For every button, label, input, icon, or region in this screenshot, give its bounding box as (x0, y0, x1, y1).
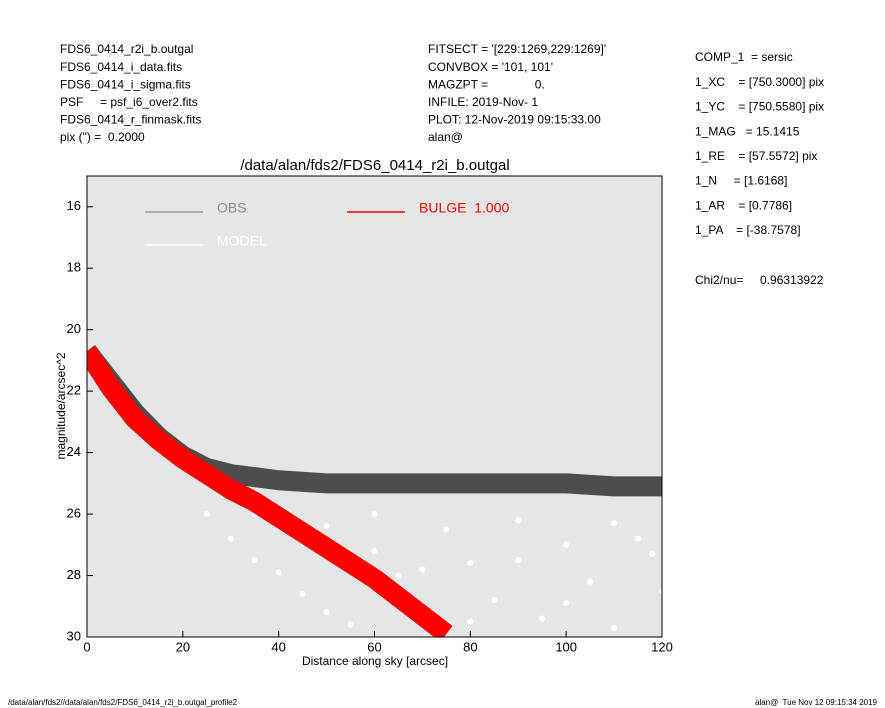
data-point (347, 621, 354, 628)
data-point (299, 590, 306, 597)
x-tick-label: 0 (83, 639, 90, 654)
y-axis-label: magnitude/arcsec^2 (54, 352, 68, 459)
header-right-line: 1_MAG = 15.1415 (695, 124, 800, 138)
data-point (515, 517, 522, 524)
header-right-line: 1_YC = [750.5580] pix (695, 100, 824, 114)
header-center-line: MAGZPT = 0. (428, 77, 545, 91)
legend-label: BULGE 1.000 (419, 200, 509, 216)
y-tick-label: 28 (67, 567, 81, 582)
footer-left: /data/alan/fds2//data/alan/fds2/FDS6_041… (8, 698, 238, 707)
header-left-line: FDS6_0414_i_data.fits (60, 60, 182, 74)
header-right-line: 1_XC = [750.3000] pix (695, 75, 824, 89)
header-center-line: CONVBOX = '101, 101' (428, 60, 553, 74)
legend-label: MODEL (217, 233, 267, 249)
x-tick-label: 100 (555, 639, 577, 654)
data-point (635, 535, 642, 542)
data-point (563, 600, 570, 607)
y-tick-label: 22 (67, 383, 81, 398)
legend-label: OBS (217, 200, 247, 216)
data-point (443, 526, 450, 533)
data-point (611, 520, 618, 527)
data-point (371, 547, 378, 554)
header-center-line: PLOT: 12-Nov-2019 09:15:33.00 (428, 113, 601, 127)
header-right-line: 1_PA = [-38.7578] (695, 223, 801, 237)
data-point (467, 560, 474, 567)
footer-right: alan@ Tue Nov 12 09:15:34 2019 (755, 698, 878, 707)
x-tick-label: 80 (463, 639, 477, 654)
data-point (659, 587, 662, 594)
header-left-line: PSF = psf_i6_over2.fits (60, 95, 198, 109)
y-tick-label: 30 (67, 628, 81, 643)
header-right-line: 1_AR = [0.7786] (695, 198, 792, 212)
data-point (203, 511, 210, 518)
data-point (251, 557, 258, 564)
x-tick-label: 40 (271, 639, 285, 654)
data-point (611, 624, 618, 631)
data-point (371, 511, 378, 518)
header-center-line: INFILE: 2019-Nov- 1 (428, 95, 538, 109)
data-point (395, 572, 402, 579)
y-tick-label: 20 (67, 321, 81, 336)
x-tick-label: 60 (367, 639, 381, 654)
data-point (539, 615, 546, 622)
data-point (649, 551, 656, 558)
chi2: Chi2/nu= 0.96313922 (695, 273, 824, 287)
data-point (227, 535, 234, 542)
plot-background (87, 176, 662, 637)
data-point (563, 541, 570, 548)
data-point (515, 557, 522, 564)
header-left-line: pix (") = 0.2000 (60, 130, 145, 144)
data-point (419, 566, 426, 573)
data-point (323, 609, 330, 616)
data-point (323, 523, 330, 530)
data-point (275, 569, 282, 576)
x-tick-label: 20 (176, 639, 190, 654)
series-band (87, 345, 453, 637)
header-center-line: alan@ (428, 130, 463, 144)
y-tick-label: 16 (67, 198, 81, 213)
data-point (587, 578, 594, 585)
header-left-line: FDS6_0414_i_sigma.fits (60, 77, 191, 91)
header-right-line: 1_N = [1.6168] (695, 174, 787, 188)
chart-title: /data/alan/fds2/FDS6_0414_r2i_b.outgal (240, 157, 509, 174)
header-left-line: FDS6_0414_r2i_b.outgal (60, 42, 193, 56)
y-tick-label: 18 (67, 260, 81, 275)
data-point (467, 618, 474, 625)
header-center-line: FITSECT = '[229:1269,229:1269]' (428, 42, 606, 56)
x-axis-label: Distance along sky [arcsec] (302, 654, 448, 668)
header-right-line: COMP_1 = sersic (695, 50, 793, 64)
y-tick-label: 24 (67, 444, 81, 459)
header-left-line: FDS6_0414_r_finmask.fits (60, 113, 201, 127)
y-tick-label: 26 (67, 506, 81, 521)
x-tick-label: 120 (651, 639, 673, 654)
header-right-line: 1_RE = [57.5572] pix (695, 149, 817, 163)
data-point (491, 597, 498, 604)
